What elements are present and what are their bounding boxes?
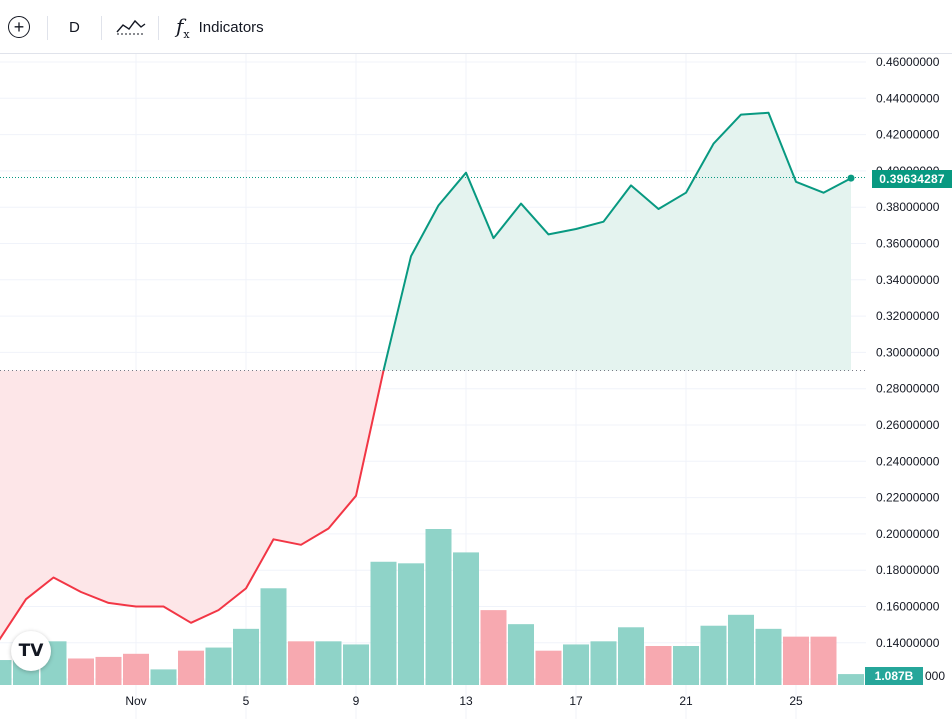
volume-bar [315, 641, 342, 685]
area-chart-icon [116, 19, 146, 35]
price-axis[interactable]: 0.460000000.440000000.420000000.40000000… [876, 55, 940, 650]
volume-bar [343, 644, 369, 685]
time-tick-label: 13 [459, 694, 473, 708]
volume-bar [205, 647, 232, 685]
volume-bar [810, 636, 837, 685]
interval-label: D [69, 18, 80, 36]
time-tick-label: 9 [353, 694, 360, 708]
volume-bar [123, 653, 149, 685]
time-tick-label: 17 [569, 694, 583, 708]
volume-bar [68, 658, 94, 685]
price-tick-label: 0.46000000 [876, 55, 940, 69]
price-tick-label: 0.20000000 [876, 527, 940, 541]
volume-bar [233, 628, 259, 685]
toolbar-divider [158, 16, 159, 40]
time-axis[interactable]: Nov 5 9 13 17 21 25 [125, 694, 803, 708]
price-tick-label: 0.16000000 [876, 600, 940, 614]
volume-bar [728, 614, 754, 685]
price-tick-label: 0.32000000 [876, 309, 940, 323]
volume-bar [0, 660, 12, 685]
volume-bar [755, 628, 782, 685]
volume-badge: 1.087B [865, 667, 923, 685]
price-tick-label: 0.24000000 [876, 454, 940, 468]
price-tick-label: 0.14000000 [876, 636, 940, 650]
interval-button[interactable]: D [69, 0, 80, 54]
volume-bar [425, 529, 452, 685]
volume-bar [645, 646, 672, 685]
time-tick-label: 25 [789, 694, 803, 708]
chart-type-button[interactable] [116, 0, 146, 54]
volume-bar [150, 669, 177, 685]
time-tick-label: 5 [243, 694, 250, 708]
volume-bar [508, 624, 534, 685]
price-tick-label: 0.38000000 [876, 200, 940, 214]
price-line-up [382, 111, 852, 371]
price-tick-label: 0.18000000 [876, 563, 940, 577]
chart-toolbar: + D fx Indicators [0, 0, 952, 54]
volume-bar [288, 641, 314, 685]
last-price-badge: 0.39634287 [872, 170, 952, 188]
volume-bar [618, 627, 644, 685]
volume-bars [0, 529, 864, 685]
price-tick-label: 0.26000000 [876, 418, 940, 432]
volume-bar [590, 641, 617, 685]
price-tick-label: 0.36000000 [876, 237, 940, 251]
volume-bar [453, 552, 479, 685]
time-tick-label: Nov [125, 694, 146, 708]
add-symbol-button[interactable]: + [8, 0, 30, 54]
toolbar-divider [47, 16, 48, 40]
price-tick-label: 0.42000000 [876, 128, 940, 142]
volume-bar [673, 646, 699, 685]
volume-bar [95, 656, 122, 685]
volume-bar [838, 674, 864, 685]
volume-axis-label: 000 [925, 669, 946, 683]
volume-bar [370, 561, 397, 685]
indicators-button[interactable]: fx Indicators [176, 0, 264, 54]
volume-bar [563, 644, 589, 685]
plus-circle-icon: + [8, 16, 30, 38]
indicators-label: Indicators [198, 18, 264, 36]
volume-bar [178, 650, 204, 685]
tradingview-logo-icon[interactable]: TV [11, 631, 51, 671]
time-tick-label: 21 [679, 694, 693, 708]
fx-icon: fx [176, 13, 190, 41]
price-tick-label: 0.28000000 [876, 382, 940, 396]
price-tick-label: 0.44000000 [876, 91, 940, 105]
price-tick-label: 0.22000000 [876, 491, 940, 505]
volume-bar [535, 650, 562, 685]
logo-text: TV [18, 641, 44, 661]
price-line-down [0, 370, 385, 641]
down-area-fill [0, 370, 851, 639]
toolbar-divider [101, 16, 102, 40]
last-price-dot [847, 174, 855, 182]
up-area-fill [383, 112, 851, 371]
volume-bar [260, 588, 287, 685]
volume-bar [700, 625, 727, 685]
price-tick-label: 0.30000000 [876, 345, 940, 359]
price-tick-label: 0.34000000 [876, 273, 940, 287]
volume-bar [480, 610, 507, 685]
volume-bar [783, 636, 809, 685]
volume-bar [398, 563, 424, 685]
price-chart[interactable]: 0.460000000.440000000.420000000.40000000… [0, 54, 952, 719]
